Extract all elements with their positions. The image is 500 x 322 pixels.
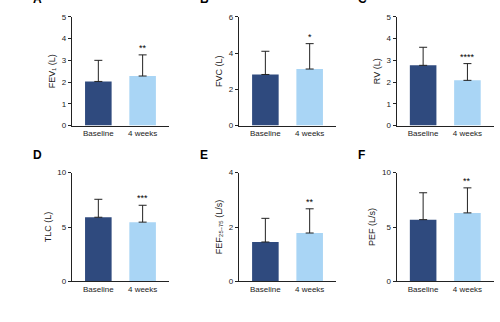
svg-text:0: 0 — [387, 277, 392, 286]
svg-text:Baseline: Baseline — [408, 285, 439, 294]
svg-text:4: 4 — [387, 34, 392, 43]
svg-text:PEF (L/s): PEF (L/s) — [367, 208, 377, 246]
svg-text:2: 2 — [62, 78, 67, 87]
svg-text:A: A — [33, 0, 42, 6]
svg-text:2: 2 — [229, 223, 234, 232]
svg-text:4: 4 — [229, 168, 234, 177]
svg-text:F: F — [358, 148, 365, 162]
svg-text:4 weeks: 4 weeks — [295, 285, 324, 294]
svg-text:0: 0 — [62, 121, 67, 130]
svg-text:0: 0 — [229, 121, 234, 130]
svg-text:10: 10 — [57, 168, 66, 177]
svg-text:TLC (L): TLC (L) — [43, 212, 53, 243]
svg-text:D: D — [33, 148, 42, 162]
svg-text:4 weeks: 4 weeks — [453, 285, 482, 294]
svg-text:0: 0 — [229, 277, 234, 286]
svg-text:1: 1 — [62, 100, 67, 109]
svg-text:0: 0 — [62, 277, 67, 286]
svg-text:Baseline: Baseline — [83, 285, 114, 294]
svg-text:4 weeks: 4 weeks — [453, 129, 482, 138]
svg-text:4: 4 — [229, 49, 234, 58]
svg-text:***: *** — [137, 193, 148, 203]
svg-text:**: ** — [139, 43, 147, 53]
svg-text:4 weeks: 4 weeks — [295, 129, 324, 138]
svg-text:2: 2 — [387, 78, 392, 87]
svg-text:2: 2 — [229, 85, 234, 94]
svg-text:10: 10 — [382, 168, 391, 177]
svg-text:FEF₂₅₋₇₅ (L/s): FEF₂₅₋₇₅ (L/s) — [214, 200, 224, 254]
svg-text:**: ** — [306, 197, 314, 207]
svg-text:6: 6 — [229, 13, 234, 22]
svg-text:**: ** — [463, 176, 471, 186]
svg-text:3: 3 — [387, 56, 392, 65]
svg-text:Baseline: Baseline — [250, 129, 281, 138]
svg-text:4 weeks: 4 weeks — [128, 285, 157, 294]
svg-text:1: 1 — [387, 100, 392, 109]
svg-text:Baseline: Baseline — [408, 129, 439, 138]
svg-text:4 weeks: 4 weeks — [128, 129, 157, 138]
svg-text:3: 3 — [62, 56, 67, 65]
svg-text:B: B — [200, 0, 209, 6]
svg-text:FVC (L): FVC (L) — [214, 55, 224, 87]
svg-text:4: 4 — [62, 34, 67, 43]
svg-text:Baseline: Baseline — [83, 129, 114, 138]
svg-text:E: E — [200, 148, 208, 162]
svg-text:5: 5 — [387, 223, 392, 232]
svg-text:5: 5 — [387, 13, 392, 22]
svg-text:FEV₁ (L): FEV₁ (L) — [47, 54, 57, 88]
svg-text:Baseline: Baseline — [250, 285, 281, 294]
svg-text:*: * — [308, 32, 312, 42]
svg-text:C: C — [358, 0, 367, 6]
svg-text:5: 5 — [62, 223, 67, 232]
svg-text:RV (L): RV (L) — [372, 58, 382, 84]
svg-text:5: 5 — [62, 13, 67, 22]
svg-text:****: **** — [460, 52, 475, 62]
svg-text:0: 0 — [387, 121, 392, 130]
